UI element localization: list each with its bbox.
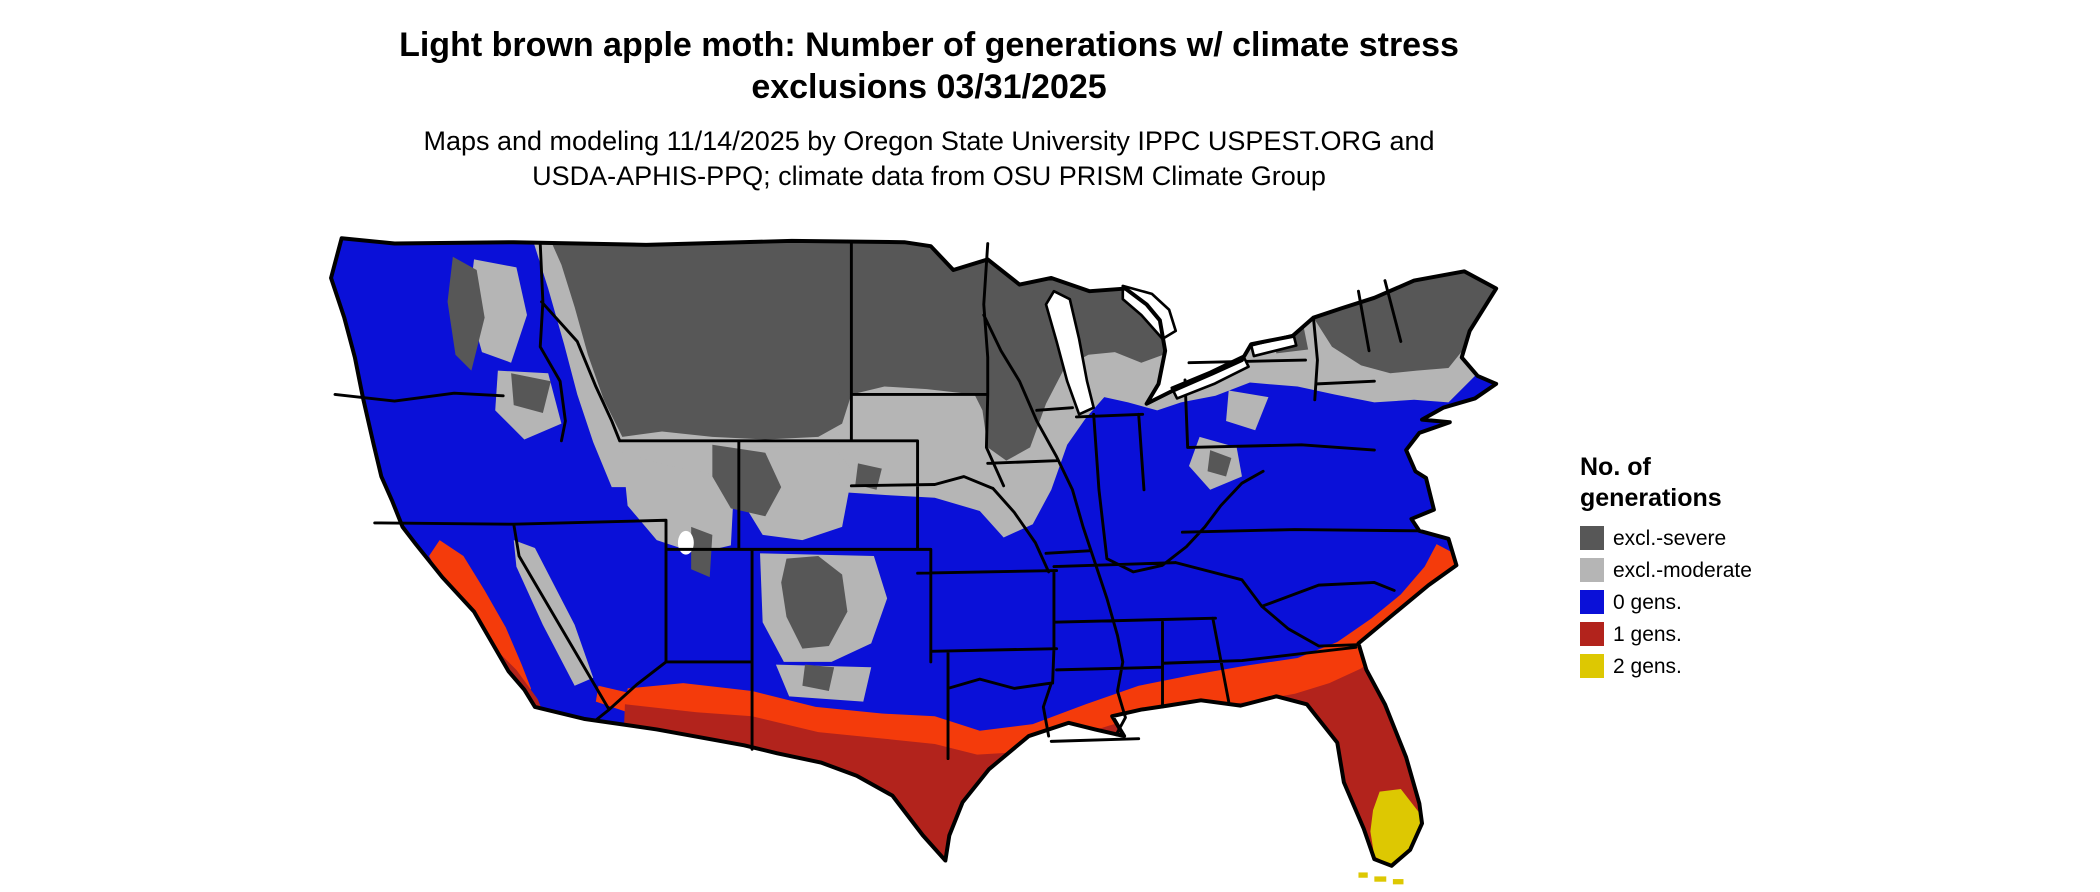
great-salt-lake (677, 530, 694, 555)
legend-item-2-gens: 2 gens. (1580, 653, 1880, 679)
legend-label: 1 gens. (1613, 622, 1682, 646)
legend-label: 0 gens. (1613, 590, 1682, 614)
legend-item-excl-moderate: excl.-moderate (1580, 557, 1880, 583)
florida-keys (1358, 872, 1404, 885)
legend-swatch-2-gens (1580, 654, 1604, 678)
conus-map-svg (329, 236, 1499, 885)
legend-label: excl.-moderate (1613, 558, 1752, 582)
map-title-line2: exclusions 03/31/2025 (751, 68, 1107, 107)
lake-michigan (1044, 289, 1095, 416)
map-subtitle-line1: Maps and modeling 11/14/2025 by Oregon S… (423, 126, 1435, 157)
legend-swatch-1-gens (1580, 622, 1604, 646)
legend-label: 2 gens. (1613, 654, 1682, 678)
region-2-gens (1370, 789, 1423, 865)
legend-swatch-0-gens (1580, 590, 1604, 614)
map-subtitle: Maps and modeling 11/14/2025 by Oregon S… (0, 124, 1858, 194)
legend-swatch-excl-severe (1580, 526, 1604, 550)
legend-title: No. of generations (1580, 452, 1880, 513)
legend-items: excl.-severe excl.-moderate 0 gens. 1 ge… (1580, 525, 1880, 679)
legend: No. of generations excl.-severe excl.-mod… (1580, 452, 1880, 685)
map-subtitle-line2: USDA-APHIS-PPQ; climate data from OSU PR… (532, 161, 1326, 192)
legend-title-line2: generations (1580, 483, 1722, 512)
us-outline (329, 236, 1499, 868)
state-borders (333, 240, 1421, 761)
conus-map (315, 225, 1540, 887)
map-title: Light brown apple moth: Number of genera… (0, 24, 1858, 108)
legend-item-0-gens: 0 gens. (1580, 589, 1880, 615)
legend-item-1-gens: 1 gens. (1580, 621, 1880, 647)
figure-header: Light brown apple moth: Number of genera… (0, 24, 1858, 195)
legend-title-line1: No. of (1580, 453, 1651, 481)
legend-swatch-excl-moderate (1580, 558, 1604, 582)
map-title-line1: Light brown apple moth: Number of genera… (399, 26, 1459, 64)
legend-item-excl-severe: excl.-severe (1580, 525, 1880, 551)
legend-label: excl.-severe (1613, 526, 1727, 550)
